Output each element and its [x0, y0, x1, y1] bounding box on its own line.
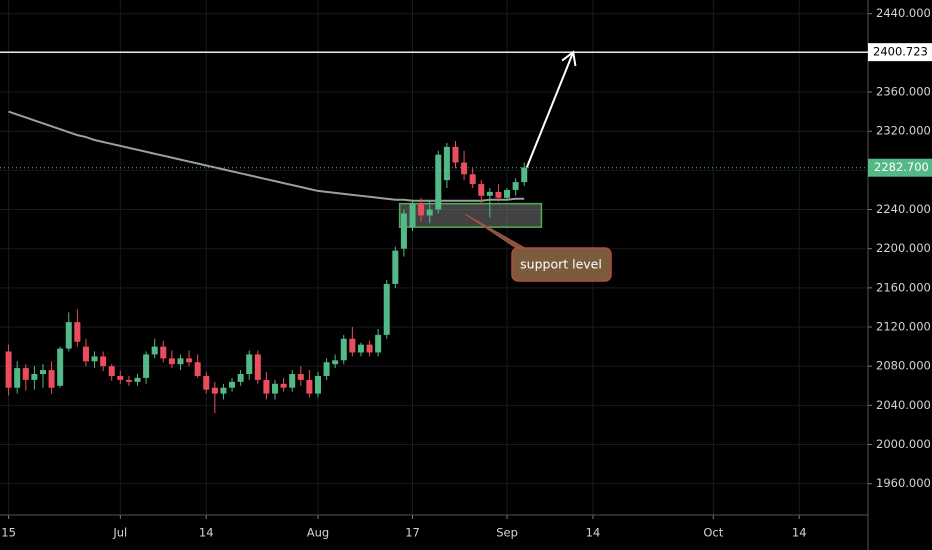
candle-body [263, 379, 270, 394]
candle-body [332, 360, 339, 365]
x-tick-label: 14 [199, 526, 214, 540]
y-tick-label: 2040.000 [876, 398, 931, 412]
candle-body [452, 146, 459, 163]
candle-body [117, 375, 124, 380]
y-tick-label: 1960.000 [876, 476, 931, 490]
candle-body [495, 191, 502, 198]
candle-body [400, 213, 407, 249]
candle-body [297, 374, 304, 380]
candle-body [323, 362, 330, 376]
candle-body [82, 346, 89, 362]
x-tick-label: Aug [307, 526, 329, 540]
candle-body [168, 358, 175, 365]
candle-body [521, 167, 528, 183]
x-tick-label: Oct [703, 526, 723, 540]
y-tick-label: 2080.000 [876, 359, 931, 373]
candle-body [143, 354, 150, 378]
candle-body [409, 203, 416, 228]
candle-body [246, 354, 253, 375]
y-tick-label: 2240.000 [876, 202, 931, 216]
y-tick-label: 2160.000 [876, 280, 931, 294]
candle-body [22, 368, 29, 380]
y-tick-label: 2360.000 [876, 85, 931, 99]
candle-body [31, 374, 38, 380]
candle-body [357, 344, 364, 353]
candle-body [220, 387, 227, 394]
candle-body [194, 362, 201, 376]
arrow-head [561, 50, 577, 67]
callout-text: support level [520, 257, 602, 272]
last-price-tag [868, 158, 932, 177]
candle-body [418, 203, 425, 216]
y-tick-label: 2440.000 [876, 6, 931, 20]
candle-body [237, 374, 244, 382]
y-tick-label: 2000.000 [876, 437, 931, 451]
x-tick-label: 17 [405, 526, 420, 540]
candle-body [125, 379, 132, 382]
candle-body [5, 351, 12, 388]
candle-body [383, 283, 390, 335]
y-tick-label: 2320.000 [876, 124, 931, 138]
candle-body [435, 154, 442, 210]
x-tick-label: Sep [496, 526, 518, 540]
y-tick-label: 2120.000 [876, 320, 931, 334]
candle-body [151, 346, 158, 355]
candle-body [203, 375, 210, 390]
candle-body [443, 146, 450, 181]
target-price-tag [868, 43, 932, 62]
candle-body [134, 377, 141, 382]
candle-body [478, 184, 485, 196]
x-tick-label: Jul [112, 526, 127, 540]
candle-body [504, 189, 511, 198]
candle-body [314, 375, 321, 394]
candle-body [469, 174, 476, 185]
candle-body [461, 162, 468, 175]
support-zone [398, 202, 543, 228]
candle-body [39, 370, 46, 375]
candle-body [65, 322, 72, 349]
candle-body [349, 338, 356, 353]
candle-body [272, 383, 279, 394]
last-price-label: 2282.700 [874, 160, 929, 174]
candle-body [254, 354, 261, 380]
callout-box [511, 247, 612, 282]
candle-body [14, 368, 21, 388]
candle-body [486, 191, 493, 196]
x-tick-label: 14 [792, 526, 807, 540]
candle-body [48, 370, 55, 388]
candle-body [186, 358, 193, 363]
candle-body [280, 383, 287, 388]
candle-body [426, 209, 433, 216]
projection-arrow [525, 51, 575, 168]
candle-body [306, 379, 313, 394]
candle-body [375, 334, 382, 353]
candle-body [512, 182, 519, 190]
y-tick-label: 2200.000 [876, 241, 931, 255]
candle-body [229, 381, 236, 388]
candle-body [289, 374, 296, 388]
candle-body [177, 358, 184, 365]
candle-body [366, 344, 373, 353]
x-tick-label: 14 [586, 526, 601, 540]
candle-body [211, 387, 218, 394]
candle-body [57, 348, 64, 386]
candle-body [100, 356, 107, 367]
target-price-label: 2400.723 [873, 45, 928, 59]
candle-body [392, 250, 399, 284]
candle-body [108, 366, 115, 376]
candle-body [340, 338, 347, 361]
candle-body [74, 322, 81, 342]
candle-body [160, 346, 167, 359]
candle-body [91, 356, 98, 362]
x-tick-label: 15 [1, 526, 16, 540]
